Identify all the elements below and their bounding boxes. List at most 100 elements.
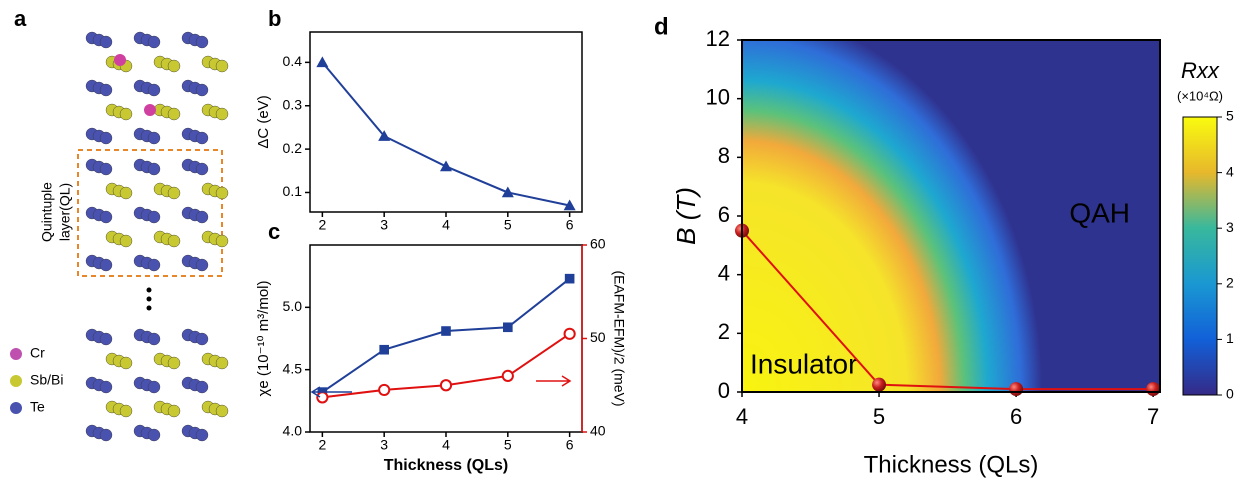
panel-label: a xyxy=(14,6,27,31)
atom xyxy=(167,234,181,248)
marker xyxy=(1146,382,1161,397)
atom xyxy=(99,83,113,97)
atom xyxy=(195,380,209,394)
x-tick-label: 4 xyxy=(736,404,748,429)
atom xyxy=(195,428,209,442)
atom xyxy=(167,59,181,73)
y2-tick-label: 40 xyxy=(590,423,606,439)
x-tick-label: 2 xyxy=(318,217,326,233)
y-axis-label: ΔC (eV) xyxy=(255,95,272,148)
colorbar-tick-label: 3 xyxy=(1226,219,1234,235)
atom xyxy=(195,210,209,224)
atom xyxy=(119,356,133,370)
atom xyxy=(167,404,181,418)
layer-label: layer(QL) xyxy=(57,183,73,241)
y-axis-label: B (T) xyxy=(671,187,701,245)
atom xyxy=(99,428,113,442)
x-axis-label: Thickness (QLs) xyxy=(864,451,1039,478)
atom xyxy=(99,131,113,145)
marker xyxy=(563,199,576,211)
structure-panel: a Quintuple layer(QL) Cr Sb/Bi Te xyxy=(10,6,229,442)
marker xyxy=(1009,382,1024,397)
plot-frame xyxy=(309,31,583,213)
x-tick-label: 3 xyxy=(380,217,388,233)
marker xyxy=(563,327,576,340)
atom xyxy=(99,258,113,272)
colorbar-tick-label: 1 xyxy=(1226,330,1234,346)
atom xyxy=(119,107,133,121)
series-line xyxy=(321,61,570,207)
atom xyxy=(147,131,161,145)
atom xyxy=(147,162,161,176)
colorbar-unit: (×10⁴Ω) xyxy=(1177,88,1223,103)
legend-text: Cr xyxy=(30,345,45,361)
colorbar-tick-label: 2 xyxy=(1226,275,1234,291)
atom xyxy=(215,107,229,121)
legend-text: Sb/Bi xyxy=(30,372,63,388)
atom xyxy=(195,83,209,97)
y-tick-label: 10 xyxy=(706,84,730,109)
x-tick-label: 5 xyxy=(873,404,885,429)
legend-text: Te xyxy=(30,399,45,415)
arrow xyxy=(310,386,352,398)
colorbar-title: Rxx xyxy=(1181,58,1220,83)
atom xyxy=(119,404,133,418)
atom xyxy=(215,404,229,418)
heatmap xyxy=(742,40,1160,392)
x-tick-label: 6 xyxy=(1010,404,1022,429)
y-tick-label: 0.4 xyxy=(283,53,303,69)
arrow xyxy=(536,375,572,387)
panel-label: b xyxy=(268,6,281,31)
atom xyxy=(99,380,113,394)
atom xyxy=(215,234,229,248)
legend-atom xyxy=(10,348,22,360)
y-tick-label: 12 xyxy=(706,26,730,51)
y-tick-label: 0.3 xyxy=(283,96,303,112)
series-line xyxy=(741,230,1154,391)
atom xyxy=(167,107,181,121)
annotation: Insulator xyxy=(750,348,857,379)
atom xyxy=(215,186,229,200)
atom xyxy=(147,380,161,394)
y-tick-label: 4 xyxy=(718,260,730,285)
legend-atom xyxy=(10,375,22,387)
marker xyxy=(316,56,329,68)
atom xyxy=(147,258,161,272)
y2-tick-label: 50 xyxy=(590,329,606,345)
annotation: QAH xyxy=(1069,197,1130,228)
x-tick-label: 6 xyxy=(566,217,574,233)
atom xyxy=(195,332,209,346)
atom xyxy=(167,186,181,200)
atom xyxy=(99,35,113,49)
y-tick-label: 6 xyxy=(718,202,730,227)
atom xyxy=(99,210,113,224)
atom xyxy=(147,35,161,49)
colorbar xyxy=(1182,116,1218,396)
colorbar-tick-label: 5 xyxy=(1226,108,1234,124)
y-tick-label: 4.0 xyxy=(283,423,303,439)
atom xyxy=(195,258,209,272)
panel-label: c xyxy=(268,219,280,244)
atom xyxy=(215,59,229,73)
marker xyxy=(378,130,391,141)
x-tick-label: 5 xyxy=(504,217,512,233)
y2-tick-label: 60 xyxy=(590,236,606,252)
atom xyxy=(147,428,161,442)
x-tick-label: 7 xyxy=(1147,404,1159,429)
atom xyxy=(215,356,229,370)
marker xyxy=(564,273,575,284)
plot-frame xyxy=(309,244,583,433)
atom xyxy=(144,104,156,116)
y2-axis-label: (EAFM-EFM)/2 (meV) xyxy=(611,270,627,406)
marker xyxy=(501,369,514,382)
x-tick-label: 6 xyxy=(566,437,574,453)
atom xyxy=(119,234,133,248)
y-tick-label: 4.5 xyxy=(283,360,303,376)
x-tick-label: 2 xyxy=(318,437,326,453)
atom xyxy=(99,332,113,346)
atom xyxy=(195,162,209,176)
marker xyxy=(501,186,514,198)
x-tick-label: 5 xyxy=(504,437,512,453)
y-axis-label: χe (10⁻¹⁰ m³/mol) xyxy=(255,281,272,397)
